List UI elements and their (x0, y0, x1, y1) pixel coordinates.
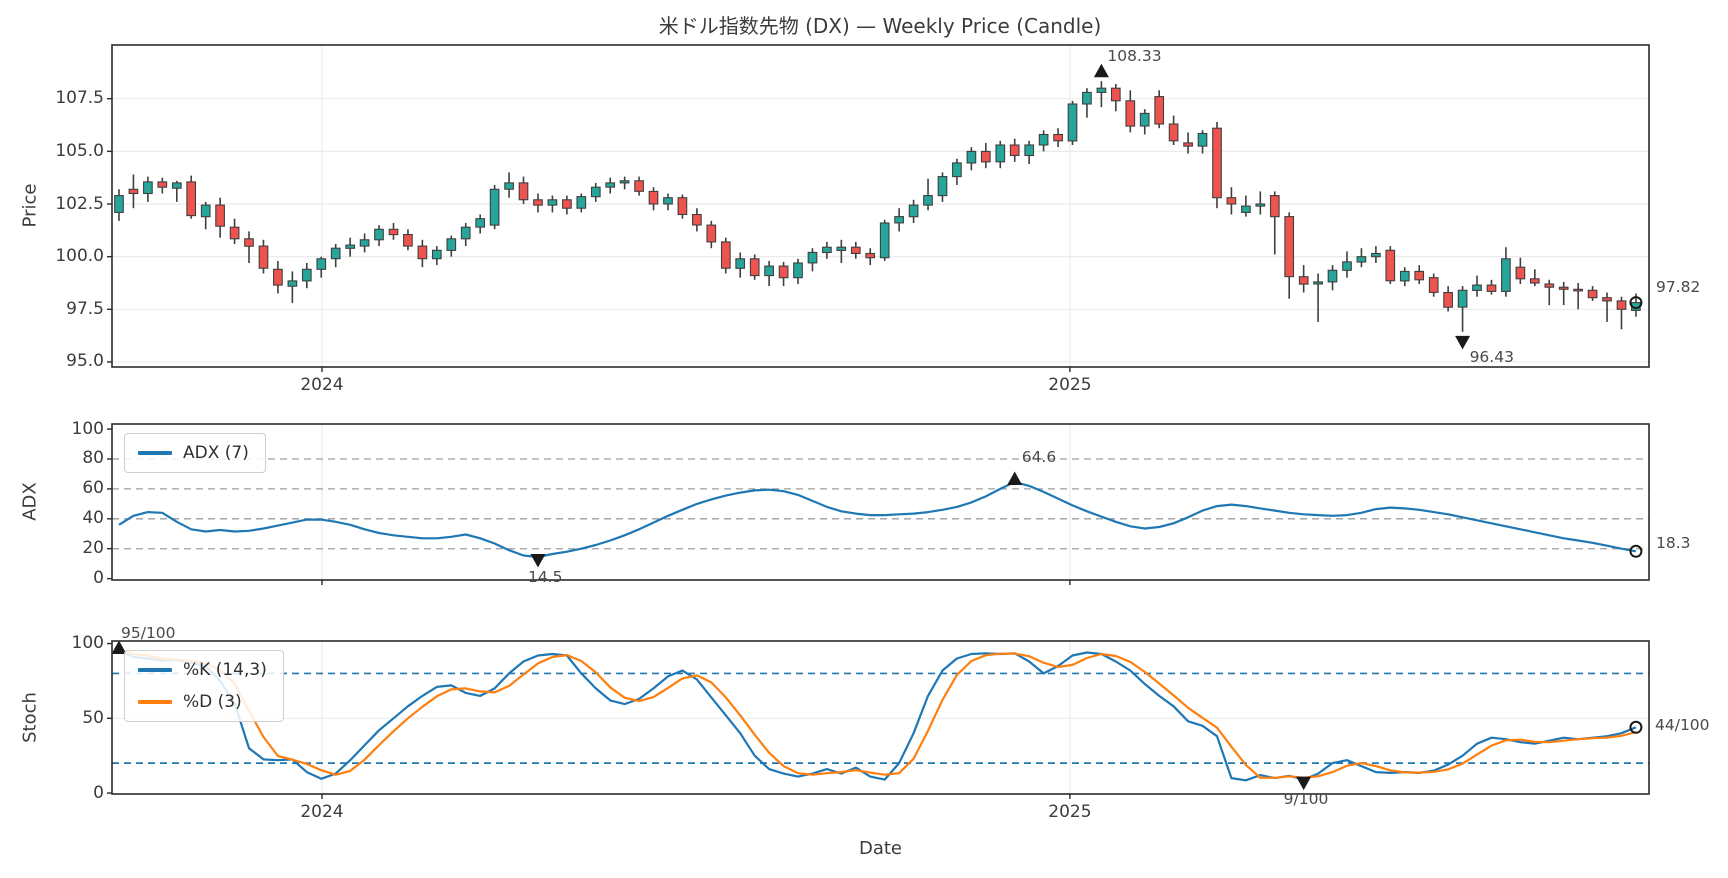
legend-line-sample (138, 668, 172, 672)
candlestick-series (114, 81, 1641, 332)
annotation-adx-last: 18.3 (1656, 534, 1691, 553)
annotation-stoch-last: 44/100 (1655, 716, 1710, 735)
price-y-tick-label: 95.0 (66, 351, 104, 372)
stoch-last-marker (1629, 720, 1643, 734)
legend-label: %D (3) (183, 692, 242, 712)
stoch-d-line (118, 649, 1637, 779)
adx-y-tick-label: 80 (82, 448, 104, 469)
legend-item: %D (3) (138, 692, 267, 712)
adx-high-marker (1007, 471, 1023, 486)
legend-item: %K (14,3) (138, 660, 267, 680)
stoch-x-tick-label: 2024 (300, 802, 344, 822)
adx-low-marker (530, 553, 546, 568)
stoch-k-line (118, 649, 1637, 782)
price-y-tick-label: 107.5 (55, 88, 104, 109)
price-last-marker (1629, 296, 1643, 310)
adx-y-tick-label: 20 (82, 538, 104, 559)
stoch-y-tick-label: 0 (93, 782, 104, 803)
price-y-tick-label: 102.5 (55, 193, 104, 214)
price-x-tick-label: 2025 (1048, 375, 1092, 395)
adx-line (118, 480, 1637, 559)
price-y-tick-label: 100.0 (55, 246, 104, 267)
adx-legend: ADX (7) (124, 433, 266, 473)
legend-line-sample (138, 700, 172, 704)
legend-label: ADX (7) (183, 443, 249, 463)
stoch-low-marker (1296, 776, 1312, 791)
price-x-tick-label: 2024 (300, 375, 344, 395)
price-y-tick-label: 105.0 (55, 140, 104, 161)
stoch-x-tick-label: 2025 (1048, 802, 1092, 822)
legend-label: %K (14,3) (183, 660, 267, 680)
legend-line-sample (138, 451, 172, 455)
annotation-price-last: 97.82 (1656, 277, 1701, 296)
adx-y-tick-label: 0 (93, 568, 104, 589)
adx-y-tick-label: 60 (82, 478, 104, 499)
stoch-y-tick-label: 100 (71, 633, 104, 654)
annotation-price-high: 108.33 (1107, 47, 1162, 65)
legend-item: ADX (7) (138, 443, 249, 463)
stoch-legend: %K (14,3) %D (3) (124, 650, 284, 722)
annotation-adx-high: 64.6 (1021, 448, 1057, 467)
annotation-stoch-high: 95/100 (121, 624, 176, 643)
chart-title: 米ドル指数先物 (DX) — Weekly Price (Candle) (658, 14, 1102, 38)
price-high-marker (1093, 63, 1109, 78)
annotation-adx-low: 14.5 (527, 567, 563, 586)
annotation-price-low: 96.43 (1469, 348, 1514, 366)
adx-y-tick-label: 100 (71, 418, 104, 439)
adx-y-tick-label: 40 (82, 508, 104, 529)
annotation-stoch-low: 9/100 (1283, 789, 1329, 808)
price-low-marker (1455, 335, 1471, 350)
stoch-y-tick-label: 50 (82, 707, 104, 728)
adx-last-marker (1629, 544, 1643, 558)
stoch-high-marker (111, 640, 127, 655)
price-y-tick-label: 97.5 (66, 298, 104, 319)
x-axis-label: Date (858, 838, 903, 859)
